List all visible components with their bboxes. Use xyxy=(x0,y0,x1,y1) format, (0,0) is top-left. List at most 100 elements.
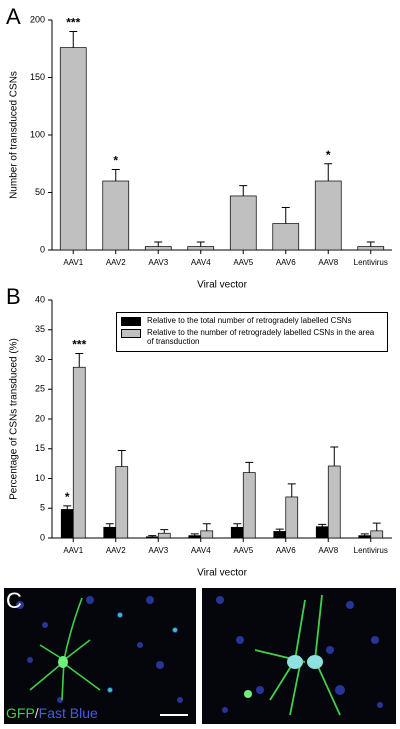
bar xyxy=(103,526,117,539)
significance-label: * xyxy=(113,154,118,168)
error-bar xyxy=(372,522,381,531)
y-tick-label: 15 xyxy=(35,443,45,453)
y-tick-label: 150 xyxy=(30,72,45,82)
bar xyxy=(229,195,257,251)
bar xyxy=(102,180,130,251)
bar xyxy=(188,535,202,539)
legend-item: Relative to the total number of retrogra… xyxy=(121,316,383,326)
bar xyxy=(273,531,287,539)
bar xyxy=(272,223,300,251)
x-tick-label: Lentivirus xyxy=(354,258,388,267)
significance-label: * xyxy=(65,490,70,504)
significance-label: * xyxy=(326,148,331,162)
x-tick-label: AAV3 xyxy=(148,546,168,555)
caption-part: GFP xyxy=(6,705,35,721)
error-bar xyxy=(330,446,339,467)
bar xyxy=(115,466,129,539)
error-bar xyxy=(160,529,169,534)
y-axis-label: Percentage of CSNs transduced (%) xyxy=(9,338,20,500)
bar xyxy=(144,246,172,251)
y-axis-label: Number of transduced CSNs xyxy=(9,71,20,199)
x-tick-label: AAV5 xyxy=(233,258,253,267)
bar xyxy=(59,47,87,251)
y-tick-label: 20 xyxy=(35,413,45,423)
panel-label: C xyxy=(6,588,22,613)
x-tick-label: AAV8 xyxy=(318,546,338,555)
error-bar xyxy=(148,535,157,537)
y-tick-label: 0 xyxy=(40,244,45,254)
error-bar xyxy=(63,505,72,510)
error-bar xyxy=(117,450,126,467)
legend-item: Relative to the number of retrogradely l… xyxy=(121,328,383,346)
error-bar xyxy=(233,523,242,528)
bar xyxy=(327,465,341,539)
bar xyxy=(315,526,329,539)
x-tick-label: AAV6 xyxy=(276,258,296,267)
error-bar xyxy=(318,523,327,527)
x-tick-label: AAV2 xyxy=(106,258,126,267)
x-tick-label: AAV3 xyxy=(148,258,168,267)
micrograph-left xyxy=(4,588,196,724)
legend-swatch xyxy=(121,329,141,338)
y-tick-label: 100 xyxy=(30,129,45,139)
y-tick-label: 200 xyxy=(30,14,45,24)
x-tick-label: AAV2 xyxy=(106,546,126,555)
y-tick-label: 10 xyxy=(35,473,45,483)
y-tick-label: 30 xyxy=(35,354,45,364)
bar xyxy=(230,526,244,539)
x-tick-label: AAV5 xyxy=(233,546,253,555)
x-tick-label: Lentivirus xyxy=(354,546,388,555)
x-tick-label: AAV1 xyxy=(63,258,83,267)
error-bar xyxy=(360,533,369,536)
bar xyxy=(358,535,372,539)
error-bar xyxy=(239,185,248,196)
error-bar xyxy=(324,163,333,181)
caption-part: Fast Blue xyxy=(39,705,98,721)
x-axis-label: Viral vector xyxy=(197,280,248,291)
error-bar xyxy=(366,241,375,247)
error-bar xyxy=(75,353,84,368)
y-tick-label: 40 xyxy=(35,294,45,304)
x-axis-label: Viral vector xyxy=(197,568,248,579)
significance-label: *** xyxy=(66,16,80,30)
y-tick-label: 35 xyxy=(35,324,45,334)
bar xyxy=(242,472,256,539)
panel-label: A xyxy=(6,4,21,29)
bar xyxy=(187,246,215,251)
legend-label: Relative to the total number of retrogra… xyxy=(147,316,352,325)
error-bar xyxy=(281,206,290,224)
x-tick-label: AAV4 xyxy=(191,258,211,267)
panel-label: B xyxy=(6,284,21,309)
bar xyxy=(314,180,342,251)
error-bar xyxy=(275,528,284,532)
bar xyxy=(60,509,74,539)
micrograph-right xyxy=(202,588,396,724)
x-tick-label: AAV8 xyxy=(318,258,338,267)
bar xyxy=(285,496,299,539)
y-tick-label: 5 xyxy=(40,503,45,513)
x-tick-label: AAV6 xyxy=(276,546,296,555)
caption: GFP/Fast Blue xyxy=(6,705,98,721)
error-bar xyxy=(245,461,254,473)
legend-swatch xyxy=(121,317,141,326)
legend-label: Relative to the number of retrogradely l… xyxy=(147,328,375,346)
bar xyxy=(200,530,214,539)
error-bar xyxy=(154,241,163,247)
bar xyxy=(145,536,159,539)
error-bar xyxy=(202,523,211,531)
bar xyxy=(72,366,86,539)
y-tick-label: 0 xyxy=(40,532,45,542)
bar xyxy=(357,246,385,251)
caption-part: / xyxy=(35,705,39,721)
legend: Relative to the total number of retrogra… xyxy=(116,312,388,352)
y-tick-label: 25 xyxy=(35,384,45,394)
bar xyxy=(370,530,384,539)
error-bar xyxy=(105,523,114,528)
error-bar xyxy=(111,169,120,181)
error-bar xyxy=(69,31,78,48)
y-tick-label: 50 xyxy=(35,187,45,197)
error-bar xyxy=(190,533,199,536)
x-tick-label: AAV4 xyxy=(191,546,211,555)
